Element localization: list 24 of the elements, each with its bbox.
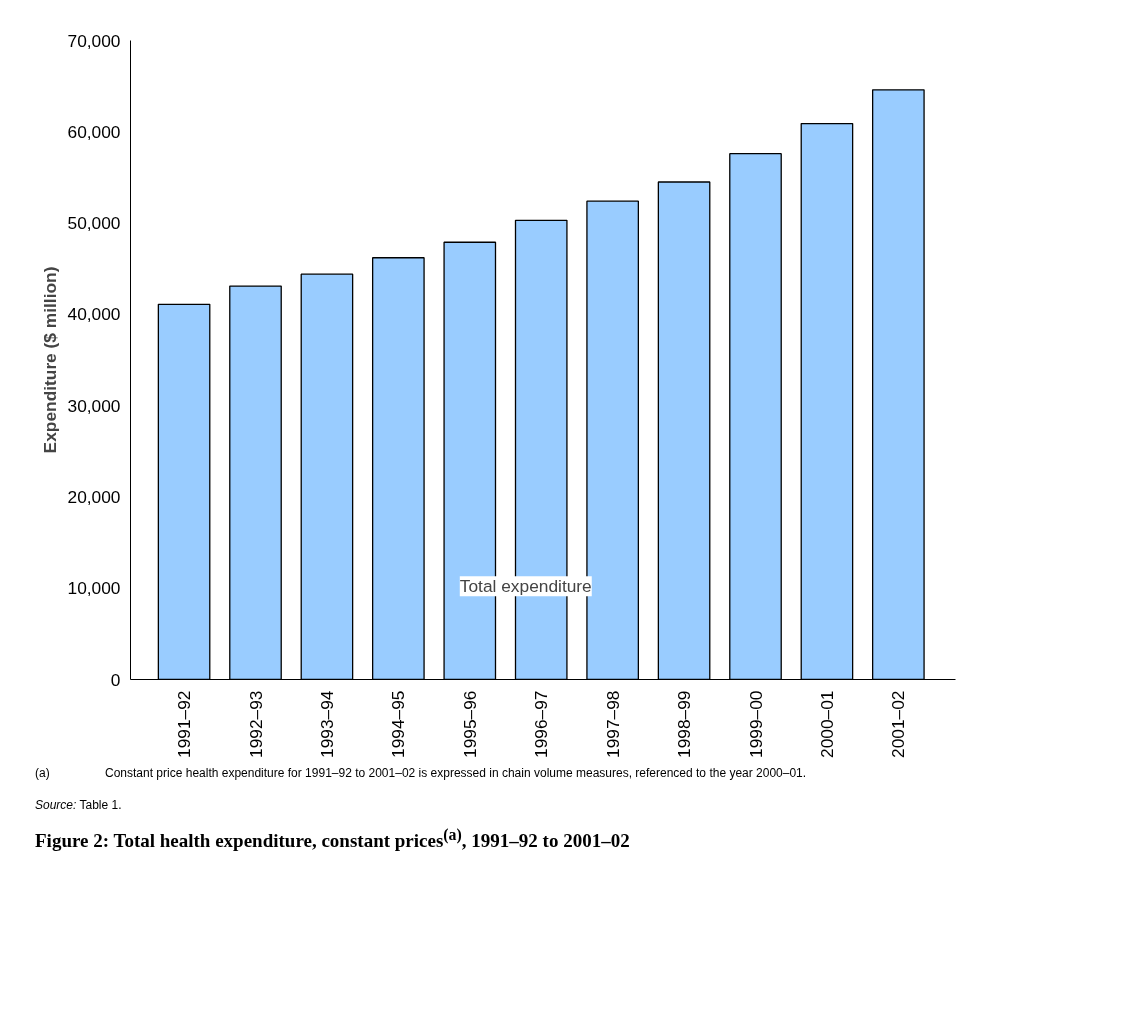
y-tick-label: 40,000: [67, 304, 121, 325]
x-tick-label: 1991–92: [174, 690, 195, 758]
y-tick-label: 70,000: [67, 30, 121, 51]
source-note: Source: Table 1.: [35, 797, 123, 815]
x-tick-label: 1998–99: [674, 690, 695, 758]
y-tick-label: 30,000: [67, 395, 121, 416]
text: (a) Constant price health expenditure for 1991–92 to 2001–02 is expressed in chain volume measures, referenced to the year 2000–01.: [35, 766, 807, 780]
x-tick-label: 1996–97: [531, 690, 552, 758]
text: Figure 2: Total health expenditure, constant prices$^{(a)}$, 1991–92 to 2001–02: [35, 825, 630, 854]
x-tick-label: 1999–00: [745, 690, 766, 758]
x-tick-label: 1994–95: [388, 690, 409, 758]
x-tick-label: 1993–94: [316, 690, 337, 758]
x-tick-label: 2001–02: [888, 690, 909, 758]
x-tick-label: 1997–98: [602, 690, 623, 758]
y-tick-label: 50,000: [67, 213, 121, 234]
x-tick-label: 1995–96: [459, 690, 480, 758]
x-tick-label: 2000–01: [816, 690, 837, 758]
annotation: Total expenditure: [459, 576, 592, 597]
y-axis-title: Expenditure ($ million): [39, 266, 60, 454]
y-tick-label: 60,000: [67, 121, 121, 142]
y-tick-label: 10,000: [67, 578, 121, 599]
x-tick-label: 1992–93: [245, 690, 266, 758]
y-tick-label: 20,000: [67, 486, 121, 507]
y-tick-label: 0: [110, 669, 121, 690]
